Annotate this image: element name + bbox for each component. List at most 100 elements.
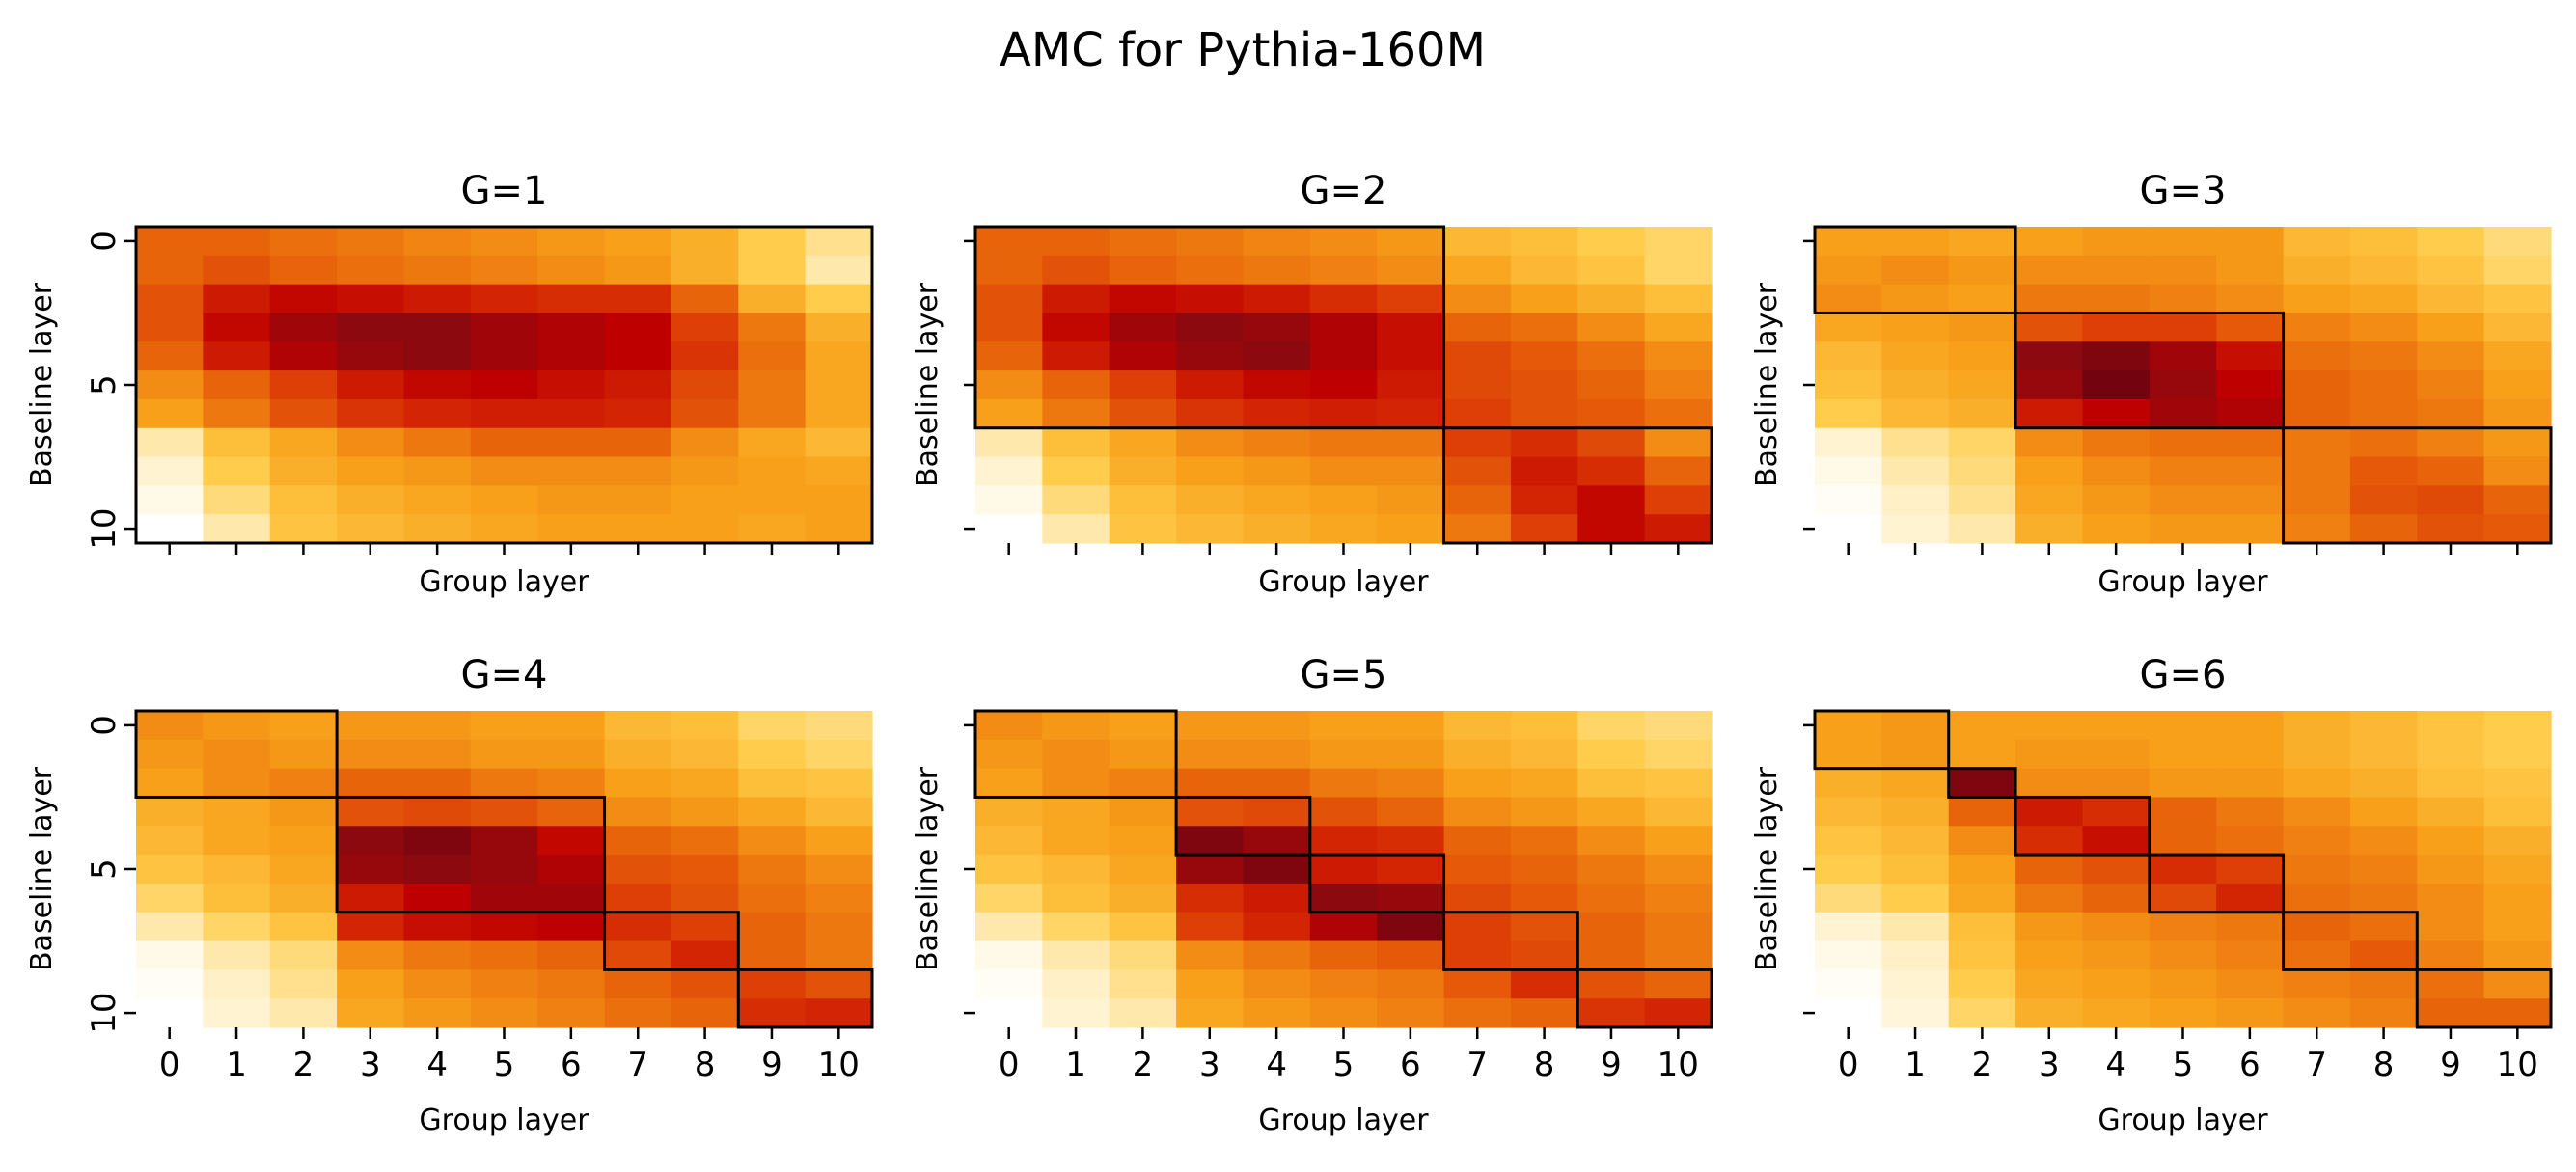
- heatmap-cell: [136, 427, 204, 458]
- heatmap-cell: [1881, 514, 1950, 544]
- heatmap-cell: [136, 398, 204, 429]
- heatmap-cell: [203, 255, 271, 286]
- heatmap-cell: [2149, 456, 2217, 486]
- heatmap-cell: [2216, 883, 2285, 913]
- heatmap-cell: [1948, 456, 2016, 486]
- heatmap-cell: [604, 940, 672, 970]
- group-box: [2014, 311, 2286, 430]
- heatmap-cell: [1815, 826, 1882, 856]
- heatmap-cell: [1109, 739, 1177, 770]
- heatmap-cell: [1309, 912, 1378, 942]
- heatmap-cell: [2082, 341, 2151, 371]
- heatmap-cell: [203, 427, 271, 458]
- heatmap-cell: [470, 313, 538, 342]
- heatmap-cell: [136, 514, 204, 544]
- heatmap-cell: [2483, 940, 2552, 970]
- heatmap-cell: [2082, 313, 2151, 342]
- heatmap-cell: [537, 768, 606, 799]
- heatmap-cell: [136, 227, 204, 257]
- x-tick-label: 10: [1658, 1046, 1699, 1084]
- heatmap-cell: [2082, 797, 2151, 827]
- heatmap-cell: [269, 485, 338, 515]
- heatmap-cell: [975, 227, 1043, 257]
- heatmap-cell: [1443, 998, 1512, 1028]
- x-tick-label: 2: [1972, 1046, 1993, 1084]
- y-tick-label: 5: [85, 859, 123, 880]
- heatmap-cell: [1948, 284, 2016, 314]
- heatmap-cell: [136, 826, 204, 856]
- heatmap-cell: [1948, 826, 2016, 856]
- group-box: [335, 795, 607, 914]
- heatmap-cell: [537, 940, 606, 970]
- x-tick-label: 8: [695, 1046, 716, 1084]
- heatmap-cell: [1309, 826, 1378, 856]
- heatmap-cell: [2149, 855, 2217, 885]
- heatmap-cell: [269, 739, 338, 770]
- heatmap-cell: [1377, 912, 1445, 942]
- heatmap-cell: [2216, 341, 2285, 371]
- heatmap-cell: [1948, 227, 2016, 257]
- heatmap-cell: [1443, 739, 1512, 770]
- heatmap-cell: [136, 998, 204, 1028]
- heatmap-cell: [1243, 739, 1311, 770]
- group-box: [2148, 853, 2286, 914]
- heatmap-cell: [470, 711, 538, 741]
- x-tick-label: 6: [561, 1046, 582, 1084]
- heatmap-cell: [2417, 255, 2485, 286]
- heatmap-cell: [2216, 255, 2285, 286]
- heatmap-cell: [2015, 514, 2084, 544]
- heatmap-cell: [738, 227, 807, 257]
- heatmap-cell: [2283, 427, 2351, 458]
- heatmap-cell: [2483, 797, 2552, 827]
- y-tick-label: 5: [85, 374, 123, 395]
- heatmap-cell: [738, 998, 807, 1028]
- heatmap-cell: [1309, 998, 1378, 1028]
- heatmap-cell: [975, 485, 1043, 515]
- x-axis-label: Group layer: [1258, 1104, 1429, 1137]
- heatmap-cell: [975, 711, 1043, 741]
- heatmap-cell: [2149, 313, 2217, 342]
- heatmap-cell: [1443, 883, 1512, 913]
- heatmap-cell: [1881, 711, 1950, 741]
- heatmap-cell: [2417, 969, 2485, 999]
- heatmap-cell: [738, 398, 807, 429]
- y-axis-label: Baseline layer: [25, 766, 59, 971]
- heatmap-cell: [2417, 227, 2485, 257]
- heatmap-cell: [805, 883, 873, 913]
- heatmap-cell: [1109, 797, 1177, 827]
- heatmap-cell: [1510, 998, 1578, 1028]
- group-box: [1308, 853, 1446, 914]
- heatmap-cell: [975, 341, 1043, 371]
- heatmap-cell: [403, 485, 472, 515]
- heatmap-cell: [269, 398, 338, 429]
- heatmap-cell: [1510, 912, 1578, 942]
- heatmap-cell: [1243, 768, 1311, 799]
- x-tick-label: 2: [1133, 1046, 1154, 1084]
- x-tick-label: 4: [2105, 1046, 2126, 1084]
- heatmap-cell: [1042, 427, 1110, 458]
- heatmap-cell: [2216, 711, 2285, 741]
- heatmap-cell: [2483, 284, 2552, 314]
- heatmap-cell: [1109, 398, 1177, 429]
- heatmap-cell: [1443, 227, 1512, 257]
- group-box: [2014, 795, 2151, 857]
- heatmap-cell: [2349, 883, 2418, 913]
- heatmap-cell: [1510, 940, 1578, 970]
- heatmap-cell: [1443, 255, 1512, 286]
- heatmap-cell: [537, 456, 606, 486]
- y-axis-label: Baseline layer: [1750, 282, 1784, 487]
- heatmap-cell: [975, 768, 1043, 799]
- heatmap-cell: [203, 313, 271, 342]
- heatmap-cell: [1577, 739, 1646, 770]
- heatmap-cell: [1243, 912, 1311, 942]
- heatmap-cell: [2015, 826, 2084, 856]
- heatmap-cell: [604, 826, 672, 856]
- heatmap-cell: [2283, 398, 2351, 429]
- heatmap-cell: [738, 255, 807, 286]
- heatmap-panel: G=6 0 1 2 3 4 5 6 7 8 9 10 Group layer Baseline layer: [1750, 653, 2553, 1137]
- heatmap-cell: [1042, 739, 1110, 770]
- heatmap-cell: [1510, 398, 1578, 429]
- heatmap-cell: [2216, 855, 2285, 885]
- heatmap-cell: [203, 912, 271, 942]
- heatmap-cell: [975, 912, 1043, 942]
